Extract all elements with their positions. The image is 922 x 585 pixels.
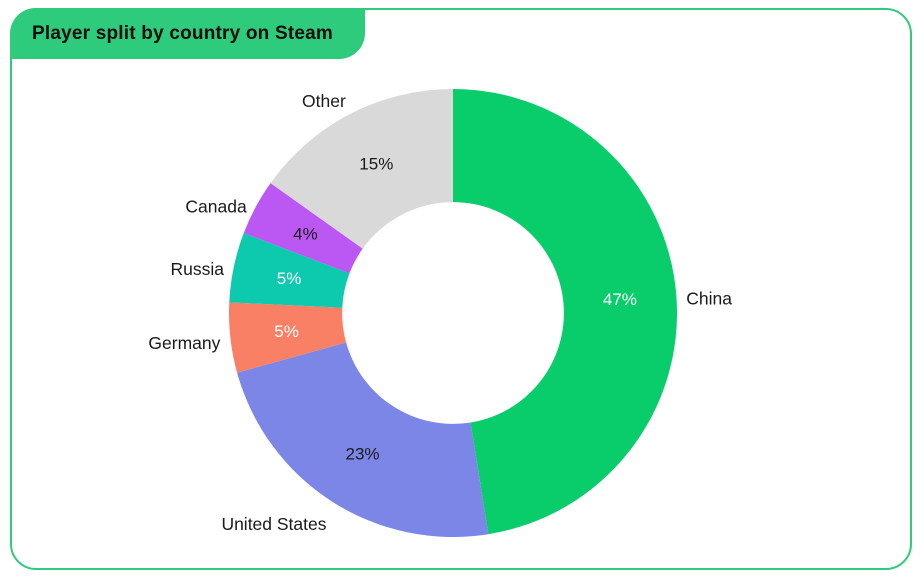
slice-value-label-canada: 4%	[293, 224, 318, 243]
slice-value-label-china: 47%	[603, 290, 637, 309]
slice-category-label-germany: Germany	[148, 333, 220, 353]
slice-value-label-russia: 5%	[277, 269, 302, 288]
slice-value-label-other: 15%	[359, 155, 393, 174]
donut-slice-canada	[243, 183, 363, 274]
slice-category-label-united-states: United States	[221, 514, 326, 534]
slice-value-label-united-states: 23%	[345, 444, 379, 463]
donut-slice-united-states	[237, 342, 489, 538]
donut-slice-germany	[228, 302, 347, 373]
slice-category-label-russia: Russia	[171, 259, 225, 279]
donut-slice-china	[453, 88, 678, 535]
chart-title-banner: Player split by country on Steam	[10, 8, 365, 59]
slice-value-label-germany: 5%	[274, 322, 299, 341]
slice-category-label-china: China	[686, 289, 732, 309]
donut-slice-russia	[229, 233, 350, 308]
chart-title: Player split by country on Steam	[32, 22, 333, 44]
slice-category-label-other: Other	[302, 91, 346, 111]
slice-category-label-canada: Canada	[185, 197, 247, 217]
donut-slice-other	[270, 89, 453, 249]
